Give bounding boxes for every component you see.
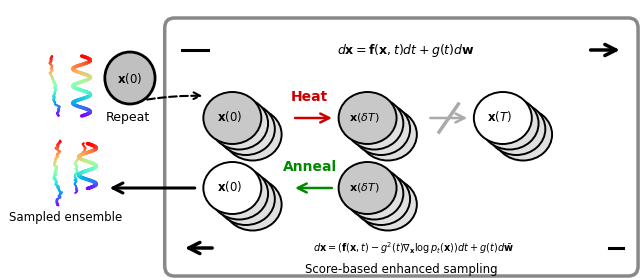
Ellipse shape: [223, 178, 282, 230]
Ellipse shape: [210, 98, 268, 150]
Text: $\mathbf{x}(\delta T)$: $\mathbf{x}(\delta T)$: [349, 110, 380, 123]
Ellipse shape: [210, 168, 268, 220]
Text: Score-based enhanced sampling: Score-based enhanced sampling: [305, 263, 498, 276]
Text: Repeat: Repeat: [106, 111, 150, 125]
Ellipse shape: [339, 162, 397, 214]
Circle shape: [105, 52, 155, 104]
Ellipse shape: [352, 173, 410, 225]
Ellipse shape: [346, 98, 403, 150]
Text: Anneal: Anneal: [283, 160, 337, 174]
Ellipse shape: [474, 92, 532, 144]
Ellipse shape: [481, 98, 539, 150]
Ellipse shape: [346, 168, 403, 220]
Text: $d\mathbf{x} = \mathbf{f}(\mathbf{x},t)dt + g(t)d\mathbf{w}$: $d\mathbf{x} = \mathbf{f}(\mathbf{x},t)d…: [337, 41, 475, 58]
Text: $\mathbf{x}(0)$: $\mathbf{x}(0)$: [217, 180, 242, 195]
Ellipse shape: [217, 173, 275, 225]
Ellipse shape: [217, 103, 275, 155]
Ellipse shape: [204, 92, 261, 144]
Text: $\mathbf{x}(0)$: $\mathbf{x}(0)$: [117, 71, 143, 86]
FancyBboxPatch shape: [164, 18, 638, 276]
Text: Sampled ensemble: Sampled ensemble: [8, 212, 122, 225]
Ellipse shape: [494, 108, 552, 160]
Ellipse shape: [488, 103, 545, 155]
Text: $d\mathbf{x} = (\mathbf{f}(\mathbf{x},t) - g^2(t)\nabla_{\mathbf{x}} \log p_t(\m: $d\mathbf{x} = (\mathbf{f}(\mathbf{x},t)…: [313, 240, 514, 256]
Text: $\mathbf{x}(T)$: $\mathbf{x}(T)$: [488, 110, 513, 125]
Ellipse shape: [359, 178, 417, 230]
Ellipse shape: [223, 108, 282, 160]
Text: $\mathbf{x}(0)$: $\mathbf{x}(0)$: [217, 110, 242, 125]
Ellipse shape: [359, 108, 417, 160]
Text: Heat: Heat: [291, 90, 328, 104]
Ellipse shape: [352, 103, 410, 155]
Ellipse shape: [339, 92, 397, 144]
Ellipse shape: [204, 162, 261, 214]
Text: $\mathbf{x}(\delta T)$: $\mathbf{x}(\delta T)$: [349, 180, 380, 193]
